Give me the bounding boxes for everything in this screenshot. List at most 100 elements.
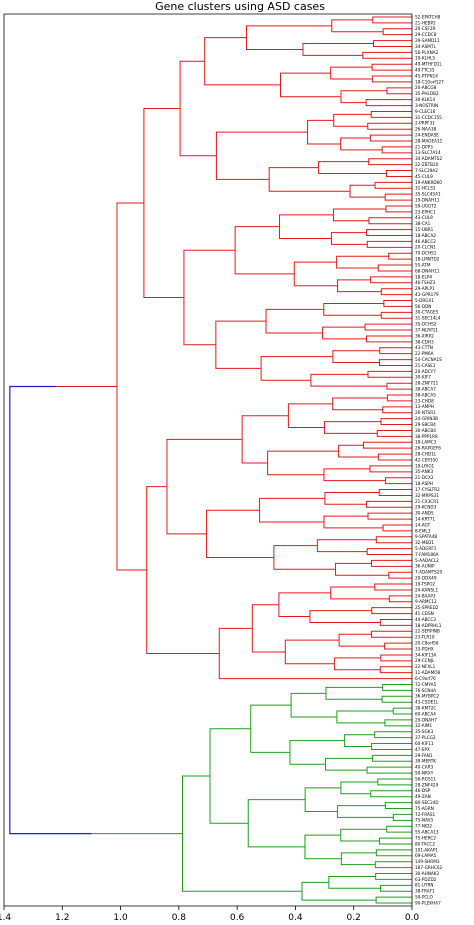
leaf-label: 21-DPP3 xyxy=(415,144,433,149)
leaf-label: 34-ADAMTS2 xyxy=(415,156,442,161)
x-tick-label: 1.2 xyxy=(55,913,69,923)
cluster-green-link xyxy=(382,683,412,691)
leaf-label: 21-CX3CR1 xyxy=(415,499,439,504)
leaf-label: 29-FAN1 xyxy=(415,753,433,758)
leaf-label: 75-HERC2 xyxy=(415,835,436,840)
cluster-red-link xyxy=(349,184,386,198)
cluster-red-link xyxy=(251,604,286,653)
cluster-red-link xyxy=(333,113,372,127)
cluster-red-link xyxy=(377,264,412,272)
leaf-label: 90-PLEKHA7 xyxy=(415,900,441,905)
leaf-label: 36-MYBPC2 xyxy=(415,694,439,699)
leaf-label: 3-NOSTRIN xyxy=(415,103,438,108)
leaf-label: 5-ADGRF1 xyxy=(415,546,437,551)
leaf-label: 72-FRAS1 xyxy=(415,812,436,817)
leaf-label: 20-DDX49 xyxy=(415,576,437,581)
leaf-label: 56-RGS11 xyxy=(415,776,436,781)
leaf-label: 30-KLK14 xyxy=(415,97,435,102)
leaf-label: 29-CCNJL xyxy=(415,658,435,663)
leaf-label: 31-HCLS1 xyxy=(415,186,436,191)
leaf-label: 28-ZNF721 xyxy=(415,381,439,386)
leaf-label: 26-NAA38 xyxy=(415,127,436,132)
leaf-label: 18-ADPRHL1 xyxy=(415,623,442,628)
cluster-red-link xyxy=(318,161,387,174)
cluster-green-link xyxy=(378,837,412,845)
leaf-label: 24-BAAP3 xyxy=(415,593,436,598)
cluster-red-link xyxy=(179,60,217,157)
cluster-red-link xyxy=(383,300,412,307)
cluster-red-link xyxy=(293,261,338,287)
leaf-label: 34-ASMTL xyxy=(415,44,436,49)
leaf-label: 18-ASPH xyxy=(415,481,433,486)
cluster-red-link xyxy=(324,491,380,505)
cluster-red-link xyxy=(362,51,412,59)
leaf-label: 35-SLC45A1 xyxy=(415,192,441,197)
cluster-red-link xyxy=(340,90,387,104)
leaf-label: 50-NRXY xyxy=(415,770,434,775)
leaf-label: 28-MAGEA11 xyxy=(415,138,443,143)
cluster-red-link xyxy=(380,654,412,662)
leaf-label: 46-TSHZ3 xyxy=(415,280,436,285)
cluster-red-link xyxy=(215,131,308,180)
cluster-green-link xyxy=(371,754,412,762)
leaf-label: 43-CSDE1L xyxy=(415,700,439,705)
cluster-red-link xyxy=(377,453,412,461)
leaf-label: 38-PPP1R9 xyxy=(415,434,438,439)
leaf-label: 46-ABCC2 xyxy=(415,239,436,244)
leaf-label: 52-EPATCH8 xyxy=(415,14,441,19)
leaf-label: 34-KIF13A xyxy=(415,652,437,657)
leaf-label: 13-SLC7A14 xyxy=(415,150,441,155)
cluster-red-link xyxy=(204,37,281,86)
leaf-label: 28-ZNF429 xyxy=(415,782,439,787)
cluster-red-link xyxy=(385,170,412,177)
leaf-label: 54-CACNA1S xyxy=(415,357,442,362)
leaf-label: 15-UBR1 xyxy=(415,227,434,232)
cluster-green-link xyxy=(371,743,412,750)
cluster-red-link xyxy=(331,19,384,33)
cluster-green-link xyxy=(384,802,412,810)
leaf-label: 29-APLP1 xyxy=(415,286,435,291)
cluster-red-link xyxy=(259,497,325,523)
leaf-label: 9-CLEC16 xyxy=(415,109,436,114)
cluster-red-link xyxy=(366,240,412,248)
cluster-red-link xyxy=(367,370,412,378)
leaf-label: 187-GRHC62 xyxy=(415,865,443,870)
x-tick-label: 0.4 xyxy=(288,913,303,923)
cluster-red-link xyxy=(375,536,412,544)
cluster-green-link xyxy=(209,728,251,824)
cluster-red-link xyxy=(307,119,341,145)
cluster-green-link xyxy=(392,707,412,715)
cluster-red-link xyxy=(384,193,412,201)
root-link xyxy=(9,385,92,835)
cluster-red-link xyxy=(369,134,412,142)
x-tick-label: 0.0 xyxy=(405,913,420,923)
cluster-green-link xyxy=(380,884,412,892)
leaf-label: 25-SPRED2 xyxy=(415,605,439,610)
leaf-label: 49-MTHFD1L xyxy=(415,62,442,67)
cluster-red-link xyxy=(362,441,412,449)
leaf-label: 18-C10orf127 xyxy=(415,79,444,84)
cluster-red-link xyxy=(310,373,387,387)
leaf-label: 49-TTC35 xyxy=(415,68,435,73)
cluster-red-link xyxy=(370,559,412,567)
cluster-red-link xyxy=(385,205,412,213)
cluster-red-link xyxy=(309,610,381,623)
cluster-red-link xyxy=(381,146,412,154)
cluster-red-link xyxy=(368,158,412,166)
leaf-label: 42-CEP350 xyxy=(415,457,438,462)
leaf-labels: 52-EPATCH821-HEBP220-CSF2R29-CCDC829-SAM… xyxy=(415,14,444,905)
leaf-label: 80-SEC24D xyxy=(415,800,439,805)
cluster-red-link xyxy=(365,500,412,508)
leaf-label: 28-CHD1L xyxy=(415,451,437,456)
leaf-label: 21-CASE1 xyxy=(415,363,436,368)
cluster-red-link xyxy=(241,415,289,464)
cluster-red-link xyxy=(338,444,379,458)
cluster-red-link xyxy=(287,403,333,429)
cluster-green-link xyxy=(344,734,375,748)
cluster-green-link xyxy=(301,881,377,901)
cluster-green-link xyxy=(384,719,412,727)
leaf-label: 77-NID2 xyxy=(415,824,432,829)
leaf-label: 37-PLCG2 xyxy=(415,735,436,740)
cluster-red-link xyxy=(384,477,412,485)
cluster-red-link xyxy=(280,72,342,98)
